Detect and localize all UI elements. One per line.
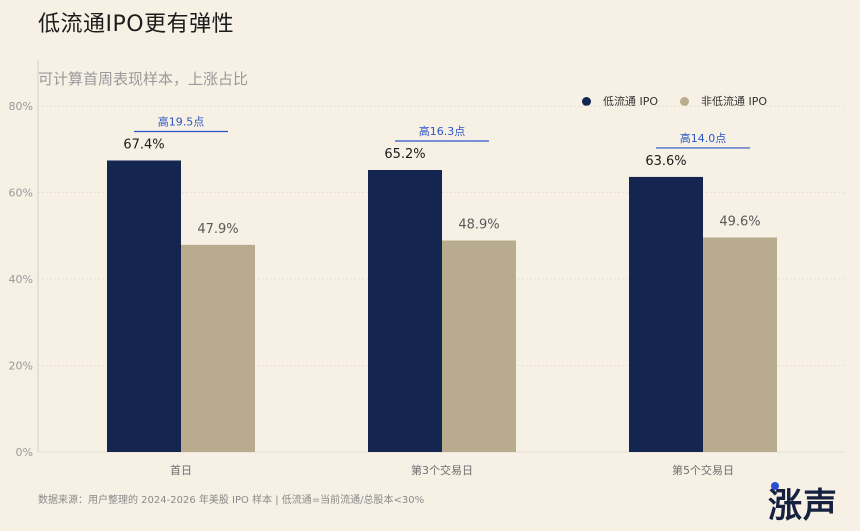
data-label: 49.6% [719, 214, 760, 229]
x-tick-label: 首日 [170, 463, 192, 477]
y-tick-label: 80% [9, 100, 33, 113]
x-tick-label: 第3个交易日 [411, 463, 473, 477]
legend-swatch-low-float [582, 96, 591, 106]
data-label: 67.4% [123, 137, 164, 152]
data-label: 65.2% [384, 147, 425, 162]
y-tick-label: 60% [9, 187, 33, 200]
brand-logo: 涨声 [768, 486, 838, 526]
legend-swatch-non-low-float [680, 96, 690, 106]
data-label: 63.6% [645, 154, 686, 169]
chart-legend: 低流通 IPO 非低流通 IPO [582, 93, 789, 109]
annotation-label: 高14.0点 [680, 131, 727, 145]
data-label: 47.9% [197, 222, 238, 237]
data-label: 48.9% [458, 218, 499, 233]
logo-dot [771, 482, 779, 490]
bar-low-float [629, 176, 703, 452]
bar-non-low-float [181, 244, 255, 452]
legend-label-low-float: 低流通 IPO [603, 95, 659, 108]
legend-item-non-low-float: 非低流通 IPO [680, 93, 767, 109]
chart-subtitle: 可计算首周表现样本，上涨占比 [38, 70, 249, 88]
x-tick-label: 第5个交易日 [672, 463, 734, 477]
bar-non-low-float [442, 240, 516, 452]
y-tick-label: 0% [16, 446, 33, 459]
bar-non-low-float [703, 237, 777, 452]
chart-title: 低流通IPO更有弹性 [38, 12, 235, 37]
annotation-label: 高16.3点 [419, 124, 466, 138]
legend-item-low-float: 低流通 IPO [582, 93, 658, 109]
bar-low-float [107, 160, 181, 452]
annotation-label: 高19.5点 [158, 114, 205, 128]
y-tick-label: 20% [9, 360, 33, 373]
data-source-note: 数据来源：用户整理的 2024-2026 年美股 IPO 样本 | 低流通=当前… [38, 495, 425, 506]
bar-low-float [368, 170, 442, 452]
y-tick-label: 40% [9, 273, 33, 286]
legend-label-non-low-float: 非低流通 IPO [701, 95, 768, 108]
